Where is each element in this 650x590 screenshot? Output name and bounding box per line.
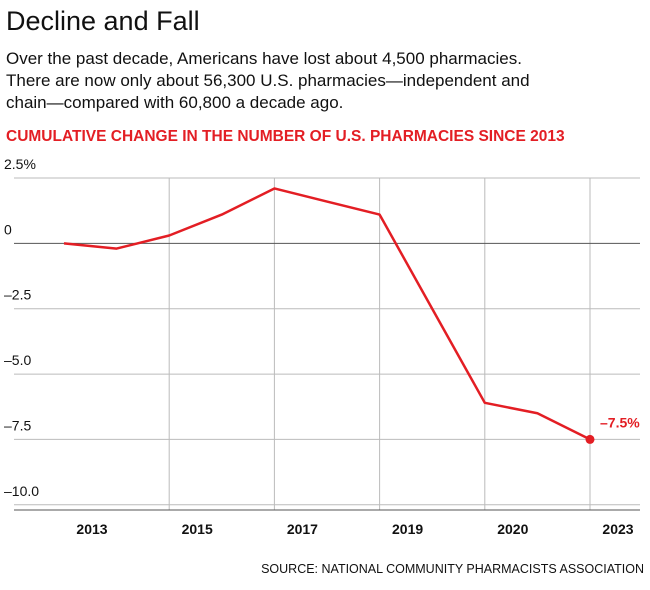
subtitle-line: Over the past decade, Americans have los… [6,49,522,68]
subtitle-line: chain—compared with 60,800 a decade ago. [6,93,343,112]
subtitle-line: There are now only about 56,300 U.S. pha… [6,71,530,90]
y-tick-label: –7.5 [4,417,31,433]
y-tick-label: –5.0 [4,352,31,368]
data-line [63,187,591,441]
y-tick-label: 0 [4,221,12,237]
plot-title: CUMULATIVE CHANGE IN THE NUMBER OF U.S. … [6,128,565,145]
source: SOURCE: NATIONAL COMMUNITY PHARMACISTS A… [261,562,644,576]
x-tick-label: 2023 [602,521,633,537]
x-tick-label: 2013 [76,521,107,537]
x-tick-label: 2017 [287,521,318,537]
value-label: –7.5% [600,414,640,430]
x-tick-label: 2020 [497,521,528,537]
x-tick-label: 2019 [392,521,423,537]
end-point [585,434,595,444]
chart-title: Decline and Fall [6,6,200,36]
x-tick-label: 2015 [182,521,213,537]
y-tick-label: 2.5% [4,156,36,172]
y-tick-label: –10.0 [4,483,39,499]
y-tick-label: –2.5 [4,287,31,303]
